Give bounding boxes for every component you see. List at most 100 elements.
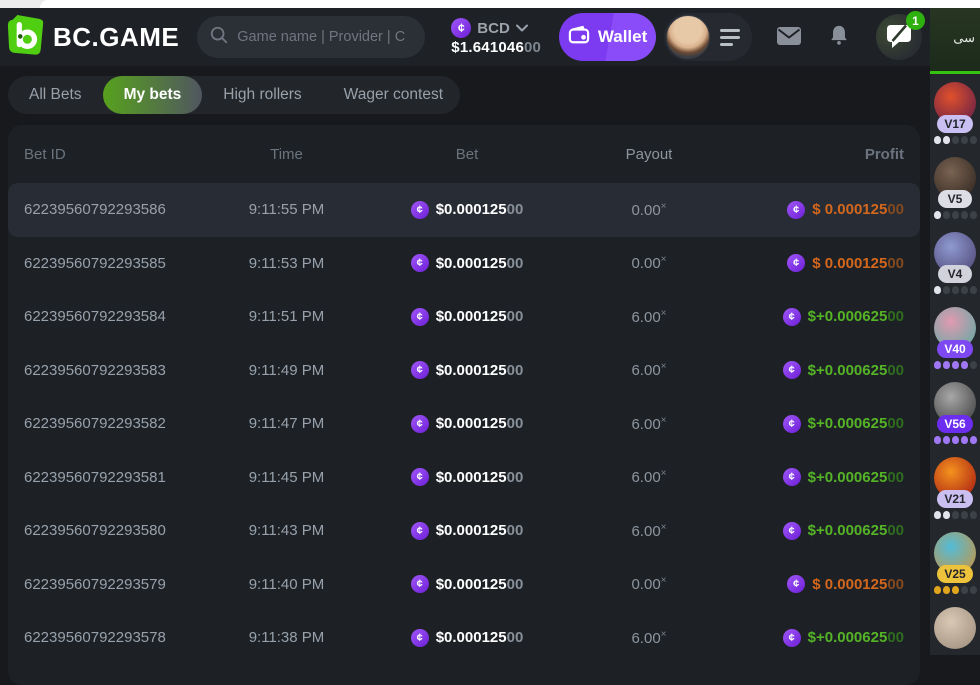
vip-level-badge: V56 [937,415,973,433]
payout-cell: 6.00× [631,414,667,433]
table-row[interactable]: 62239560792293583 9:11:49 PM ¢ $0.000125… [8,344,920,398]
time-cell: 9:11:43 PM [248,522,325,540]
bcd-coin-icon: ¢ [410,468,429,487]
bcd-coin-icon: ¢ [782,361,801,380]
vip-level-badge: V4 [938,265,972,283]
column-header-time: Time [270,145,303,163]
bcd-coin-icon: ¢ [782,521,801,540]
bet-id-cell: 62239560792293579 [24,575,166,593]
messages-button[interactable] [776,26,802,49]
payout-cell: 0.00× [631,575,667,594]
bet-id-cell: 62239560792293580 [24,522,166,540]
bet-id-cell: 62239560792293582 [24,415,166,433]
bet-amount-cell: ¢ $0.00012500 [334,200,600,219]
bcd-coin-icon: ¢ [782,468,801,487]
profit-cell: ¢ $+0.00062500 [698,414,904,433]
chat-user[interactable]: V4 [933,232,977,294]
table-row[interactable]: 62239560792293579 9:11:40 PM ¢ $0.000125… [8,558,920,612]
bet-id-cell: 62239560792293583 [24,361,166,379]
chat-sidebar: سى V17 V5 V4 V40 V56 V21 V25 [930,8,980,655]
vip-medal-dots [933,136,977,144]
column-header-bet: Bet [455,145,479,163]
chat-user[interactable]: V56 [933,382,977,444]
bcd-coin-icon: ¢ [787,200,806,219]
bcd-coin-icon: ¢ [787,254,806,273]
chat-user[interactable]: V40 [933,307,977,369]
chat-users-list: V17 V5 V4 V40 V56 V21 V25 [930,74,980,655]
column-header-bet-id: Bet ID [24,145,66,163]
table-row[interactable]: 62239560792293582 9:11:47 PM ¢ $0.000125… [8,397,920,451]
table-row[interactable]: 62239560792293584 9:11:51 PM ¢ $0.000125… [8,290,920,344]
vip-medal-dots [933,361,977,369]
browser-chrome-strip [0,0,980,8]
profit-cell: ¢ $+0.00062500 [698,468,904,487]
notifications-button[interactable] [828,24,850,50]
bet-amount-cell: ¢ $0.00012500 [334,575,600,594]
bet-id-cell: 62239560792293584 [24,308,166,326]
profit-cell: ¢ $ 0.00012500 [698,575,904,594]
bet-id-cell: 62239560792293578 [24,629,166,647]
bet-rows: 62239560792293586 9:11:55 PM ¢ $0.000125… [8,183,920,665]
tab-my-bets[interactable]: My bets [102,76,203,114]
chat-user[interactable]: V17 [933,82,977,144]
bcd-coin-icon: ¢ [410,200,429,219]
profit-cell: ¢ $ 0.00012500 [698,200,904,219]
game-search-box[interactable] [197,16,426,58]
bcd-coin-icon: ¢ [410,361,429,380]
payout-cell: 6.00× [631,521,667,540]
time-cell: 9:11:53 PM [248,254,325,272]
wallet-button[interactable]: Wallet [559,13,656,61]
chat-toggle-button[interactable]: 1 [876,11,925,60]
bcd-coin-icon: ¢ [410,307,429,326]
vip-level-badge: V5 [938,190,972,208]
vip-medal-dots [933,286,977,294]
chat-sidebar-header: سى [930,8,980,74]
tab-high-rollers[interactable]: High rollers [202,76,322,114]
table-row[interactable]: 62239560792293585 9:11:53 PM ¢ $0.000125… [8,237,920,291]
time-cell: 9:11:45 PM [248,468,325,486]
currency-code: BCD [477,19,510,37]
table-row[interactable]: 62239560792293581 9:11:45 PM ¢ $0.000125… [8,451,920,505]
bet-id-cell: 62239560792293585 [24,254,166,272]
time-cell: 9:11:40 PM [248,575,325,593]
tab-wager-contest[interactable]: Wager contest [323,76,464,114]
bet-amount-cell: ¢ $0.00012500 [334,307,600,326]
bet-amount-cell: ¢ $0.00012500 [334,628,600,647]
chat-user[interactable]: V21 [933,457,977,519]
bet-amount-cell: ¢ $0.00012500 [334,361,600,380]
bet-id-cell: 62239560792293586 [24,201,166,219]
balance-dimmed-digits: 00 [524,39,542,56]
time-cell: 9:11:47 PM [248,415,325,433]
bcd-coin-icon: ¢ [410,521,429,540]
table-header-row: Bet ID Time Bet Payout Profit [8,125,920,183]
bet-amount-cell: ¢ $0.00012500 [334,254,600,273]
chat-user-avatar[interactable] [934,607,976,649]
table-row[interactable]: 62239560792293586 9:11:55 PM ¢ $0.000125… [8,183,920,237]
tab-all-bets[interactable]: All Bets [8,76,103,114]
payout-cell: 6.00× [631,468,667,487]
bcd-coin-icon: ¢ [787,575,806,594]
bcd-coin-icon: ¢ [451,18,472,38]
vip-level-badge: V21 [937,490,973,508]
payout-cell: 6.00× [631,361,667,380]
currency-selector[interactable]: ¢ BCD $1.64104600 [451,18,541,56]
bcgame-logo[interactable]: BC.GAME [6,14,179,61]
user-avatar[interactable] [666,15,710,59]
bcd-coin-icon: ¢ [410,254,429,273]
chat-header-active-underline [930,71,980,74]
table-row[interactable]: 62239560792293580 9:11:43 PM ¢ $0.000125… [8,504,920,558]
profit-cell: ¢ $ 0.00012500 [698,254,904,273]
table-row[interactable]: 62239560792293578 9:11:38 PM ¢ $0.000125… [8,611,920,665]
profile-menu[interactable] [664,13,752,61]
chat-user[interactable]: V25 [933,532,977,594]
menu-icon [720,28,740,46]
search-input[interactable] [237,29,414,45]
chevron-down-icon [515,19,528,37]
bcd-coin-icon: ¢ [782,414,801,433]
chat-user[interactable] [934,607,976,649]
vip-level-badge: V25 [937,565,973,583]
bet-amount-cell: ¢ $0.00012500 [334,414,600,433]
chat-user[interactable]: V5 [933,157,977,219]
vip-medal-dots [933,511,977,519]
chat-unread-badge: 1 [906,11,925,30]
